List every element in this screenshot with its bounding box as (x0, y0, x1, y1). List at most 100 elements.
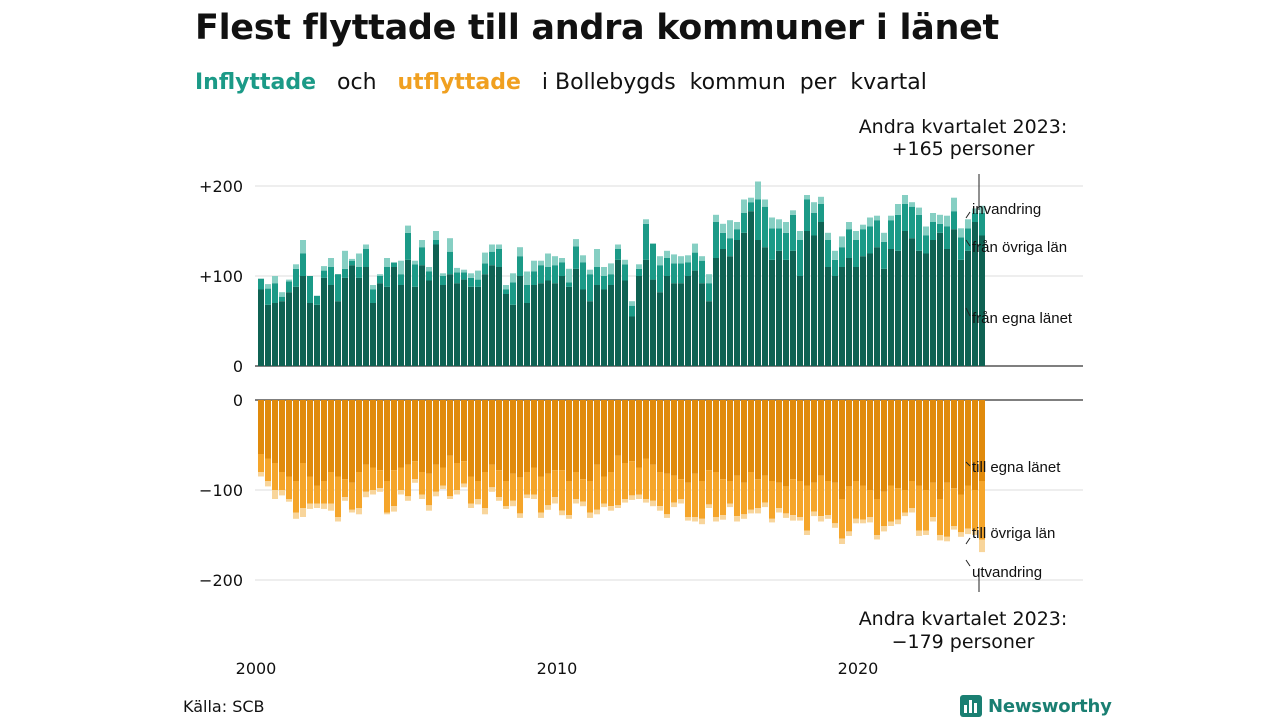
inflow-bar-own (447, 274, 453, 366)
inflow-bar-other (531, 271, 537, 285)
outflow-bar-other (279, 472, 285, 490)
inflow-bar-other (888, 220, 894, 249)
bottom-series-leader (965, 537, 971, 545)
outflow-bar-own (531, 400, 537, 468)
inflow-bar-immig (587, 269, 593, 275)
inflow-bar-own (454, 283, 460, 366)
outflow-bar-emig (426, 505, 432, 511)
inflow-bar-own (818, 222, 824, 366)
top-y-tick-label: +100 (199, 267, 243, 286)
inflow-bar-other (419, 247, 425, 266)
outflow-bar-own (860, 400, 866, 486)
outflow-bar-emig (293, 512, 299, 519)
outflow-bar-other (888, 485, 894, 522)
outflow-bar-other (643, 458, 649, 499)
inflow-bar-other (461, 272, 467, 280)
outflow-bar-emig (909, 508, 915, 513)
outflow-bar-emig (685, 517, 691, 521)
outflow-bar-other (664, 473, 670, 515)
outflow-bar-own (678, 400, 684, 480)
outflow-bar-emig (328, 503, 334, 511)
outflow-bar-other (860, 485, 866, 520)
outflow-bar-own (265, 400, 271, 459)
inflow-bar-immig (468, 273, 474, 278)
outflow-bar-emig (300, 508, 306, 517)
inflow-bar-own (265, 304, 271, 366)
top-annotation-line2: +165 personer (892, 138, 1035, 160)
inflow-bar-own (531, 285, 537, 366)
inflow-bar-own (713, 258, 719, 366)
inflow-bar-other (321, 270, 327, 278)
outflow-bar-own (874, 400, 880, 499)
inflow-bar-immig (349, 258, 355, 261)
inflow-bar-other (405, 232, 411, 260)
inflow-bar-other (468, 277, 474, 287)
outflow-bar-other (832, 482, 838, 524)
inflow-bar-immig (594, 249, 600, 267)
outflow-bar-emig (727, 503, 733, 508)
inflow-bar-own (657, 292, 663, 366)
inflow-bar-own (594, 285, 600, 366)
inflow-bar-other (510, 282, 516, 305)
bottom-series-leader (965, 559, 971, 567)
inflow-bar-other (692, 252, 698, 271)
bottom-series-leader (965, 461, 971, 467)
inflow-bar-other (741, 213, 747, 233)
inflow-bar-other (720, 232, 726, 249)
outflow-bar-other (426, 473, 432, 506)
outflow-bar-emig (643, 499, 649, 503)
inflow-bar-other (426, 271, 432, 281)
inflow-bar-other (951, 211, 957, 230)
outflow-bar-other (706, 470, 712, 505)
outflow-bar-emig (797, 517, 803, 521)
inflow-bar-other (860, 229, 866, 257)
inflow-bar-own (552, 283, 558, 366)
bottom-series-label: till egna länet (972, 459, 1061, 476)
outflow-bar-own (517, 400, 523, 478)
inflow-bar-own (762, 247, 768, 366)
inflow-bar-other (664, 258, 670, 276)
inflow-bar-other (706, 283, 712, 302)
outflow-bar-own (888, 400, 894, 486)
inflow-bar-own (580, 289, 586, 366)
inflow-bar-immig (888, 215, 894, 221)
inflow-bar-own (930, 240, 936, 366)
newsworthy-logo[interactable]: Newsworthy (960, 693, 1112, 719)
outflow-bar-own (811, 400, 817, 483)
inflow-bar-immig (685, 255, 691, 263)
top-series-label: invandring (972, 201, 1041, 218)
inflow-bar-immig (272, 276, 278, 284)
outflow-bar-own (965, 400, 971, 486)
inflow-bar-immig (874, 215, 880, 221)
inflow-bar-other (811, 213, 817, 236)
outflow-bar-emig (398, 490, 404, 495)
inflow-bar-own (412, 286, 418, 366)
outflow-bar-own (636, 400, 642, 468)
inflow-bar-immig (776, 219, 782, 229)
outflow-bar-other (755, 479, 761, 508)
outflow-bar-own (615, 400, 621, 456)
outflow-bar-other (622, 463, 628, 499)
inflow-bar-own (965, 250, 971, 366)
inflow-bar-own (692, 270, 698, 366)
outflow-bar-own (748, 400, 754, 472)
outflow-bar-own (916, 400, 922, 486)
outflow-bar-emig (510, 500, 516, 507)
inflow-bar-other (370, 289, 376, 303)
outflow-bar-other (349, 482, 355, 510)
outflow-bar-other (524, 472, 530, 495)
inflow-bar-other (335, 274, 341, 302)
inflow-bar-other (874, 220, 880, 248)
outflow-bar-emig (958, 532, 964, 537)
inflow-bar-immig (965, 219, 971, 229)
outflow-bar-other (342, 479, 348, 498)
inflow-bar-immig (867, 217, 873, 227)
outflow-bar-own (468, 400, 474, 477)
outflow-bar-own (867, 400, 873, 490)
outflow-bar-emig (307, 503, 313, 509)
inflow-bar-other (440, 276, 446, 285)
inflow-bar-other (713, 222, 719, 258)
outflow-bar-own (720, 400, 726, 480)
inflow-bar-other (832, 259, 838, 276)
